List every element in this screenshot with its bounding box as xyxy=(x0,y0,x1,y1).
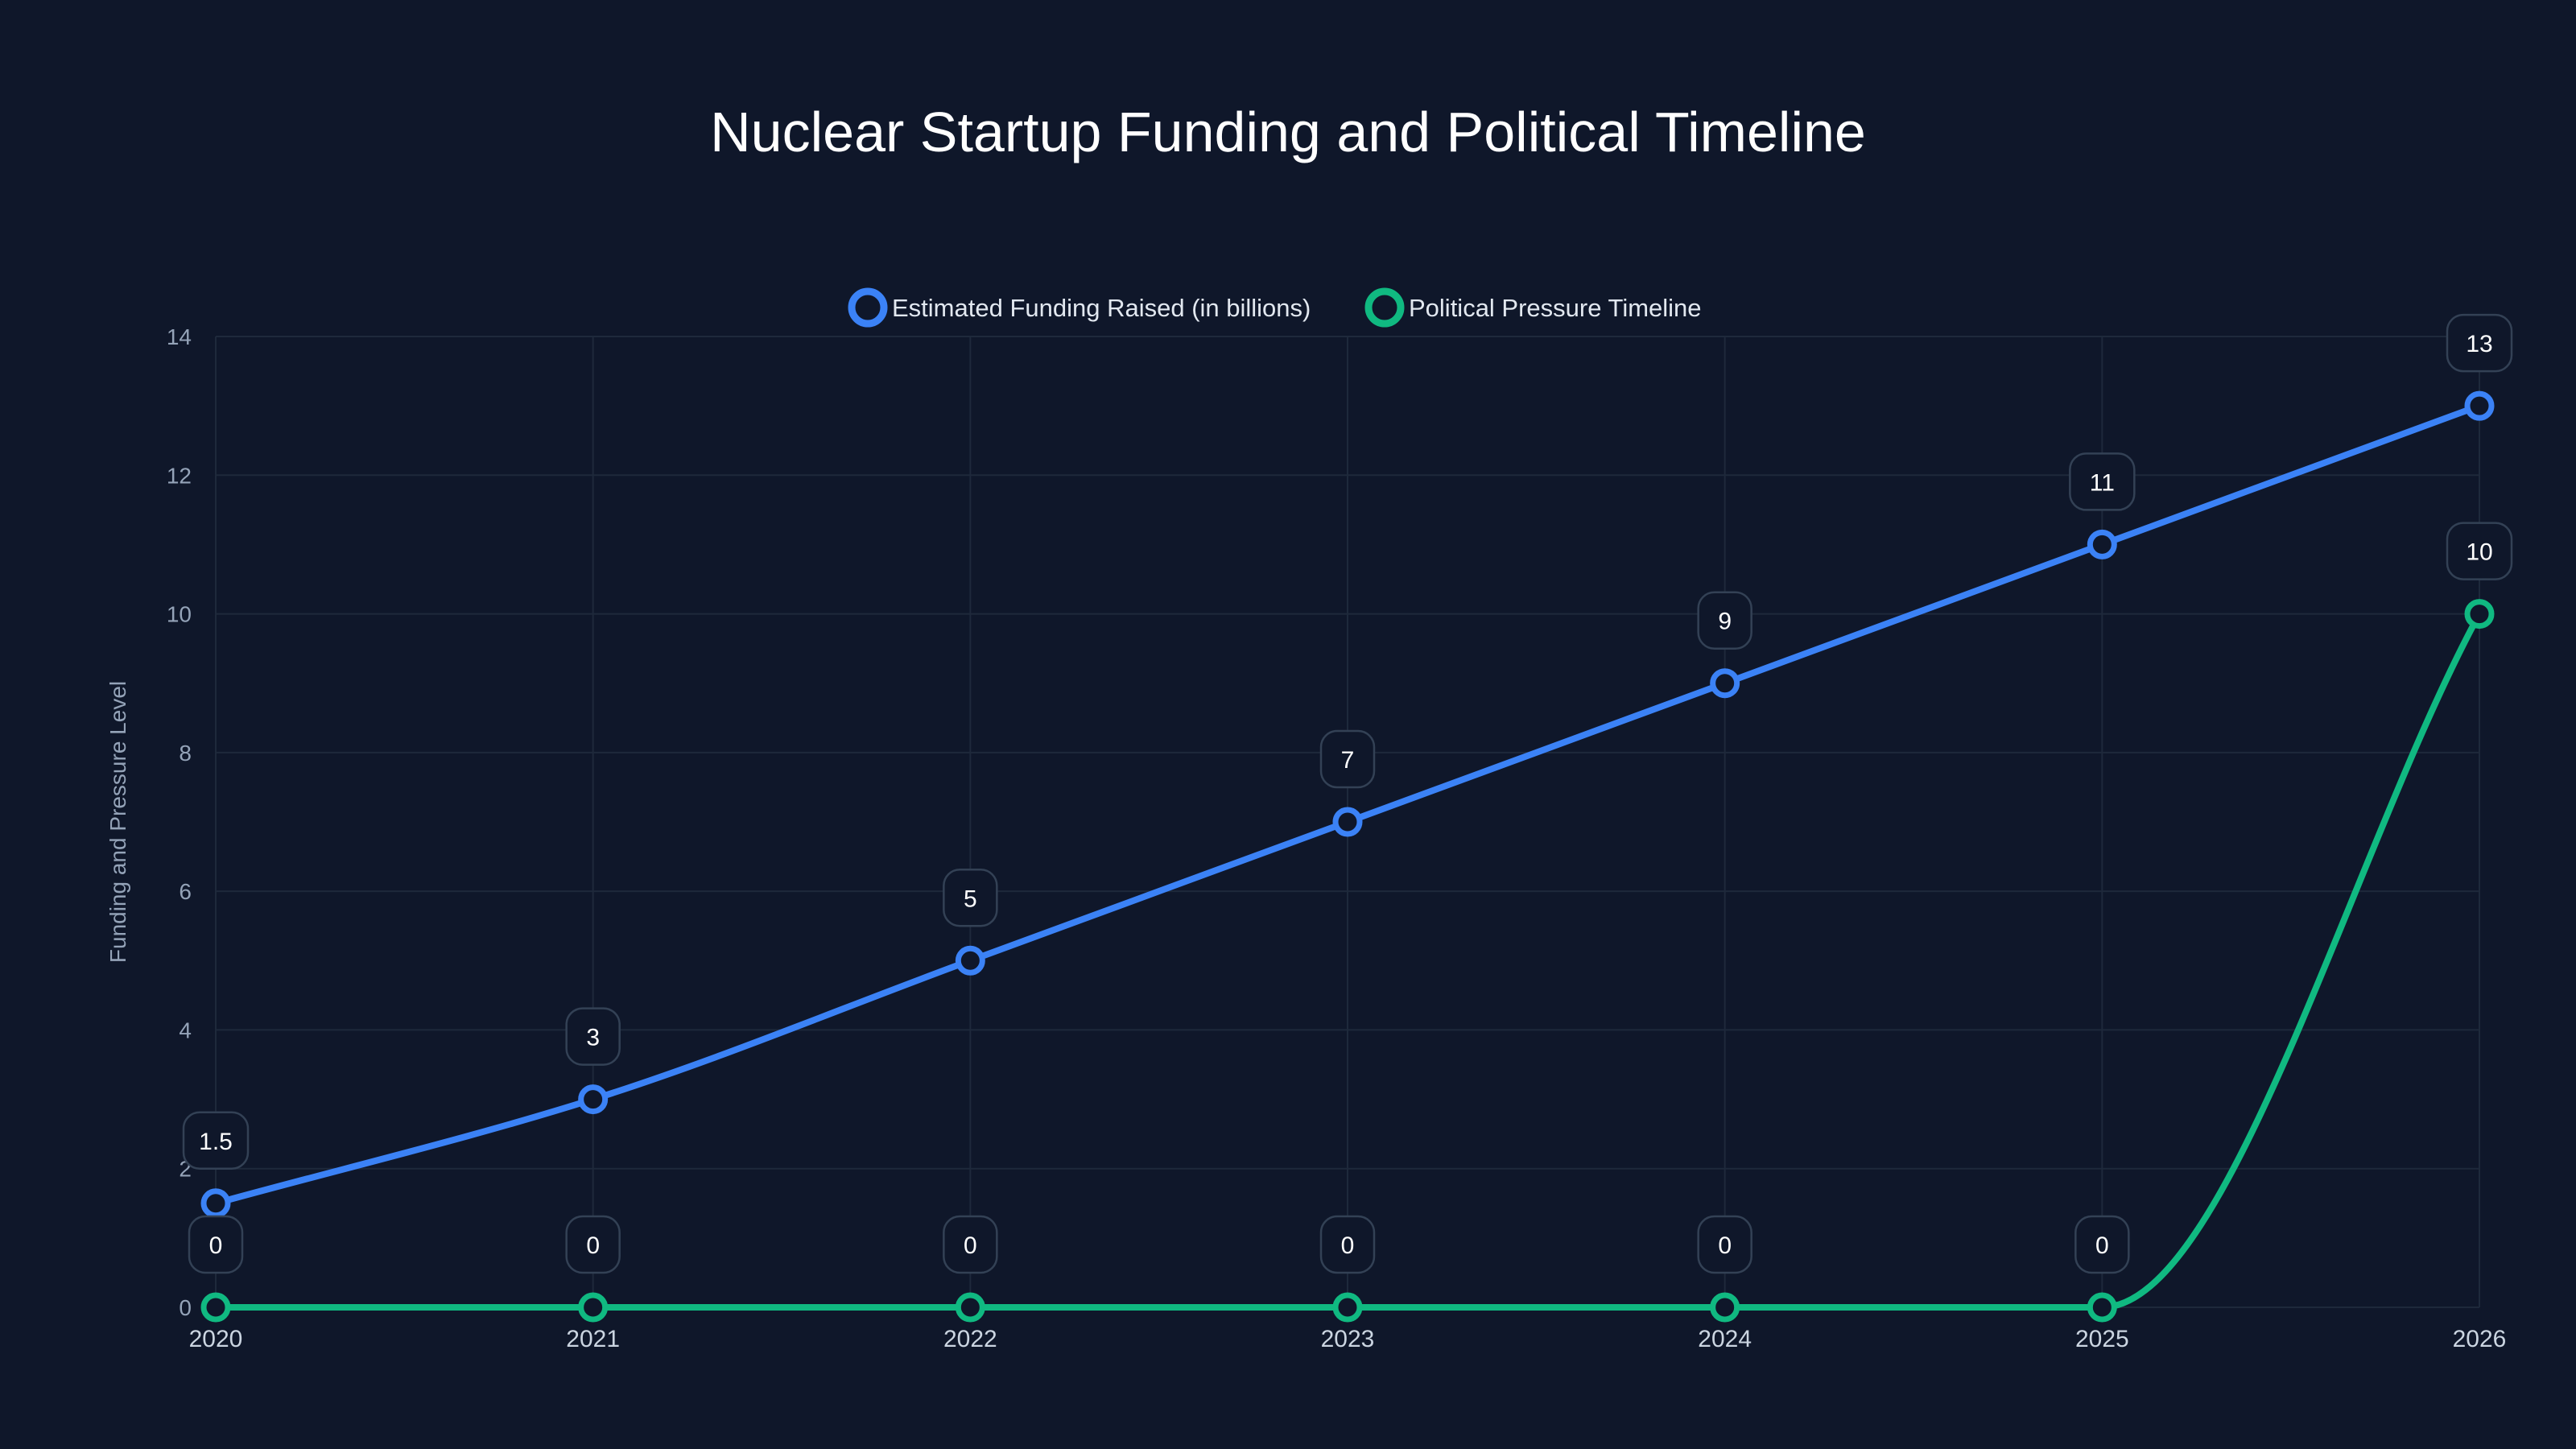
legend-label-funding: Estimated Funding Raised (in billions) xyxy=(892,294,1311,322)
legend-marker-icon xyxy=(848,287,888,328)
series-lines xyxy=(200,390,2495,1323)
data-label-value: 3 xyxy=(586,1025,600,1051)
y-tick-label: 12 xyxy=(167,463,192,488)
legend-label-pressure: Political Pressure Timeline xyxy=(1409,294,1702,322)
x-axis-ticks: 2020 2021 2022 2023 2024 2025 2026 xyxy=(189,1326,2507,1352)
data-label-box xyxy=(1697,591,1752,650)
data-label-box xyxy=(2069,452,2136,511)
x-tick-label: 2026 xyxy=(2453,1326,2507,1352)
data-label-box xyxy=(565,1215,621,1274)
data-label-value: 13 xyxy=(2466,331,2492,357)
legend-marker-icon xyxy=(1364,287,1405,328)
data-point-marker[interactable] xyxy=(955,945,985,976)
data-point-marker[interactable] xyxy=(1332,807,1363,837)
data-label: 0 xyxy=(1697,1215,1752,1274)
data-label-value: 0 xyxy=(586,1232,600,1259)
data-point-marker[interactable] xyxy=(578,1084,609,1115)
y-tick-label: 6 xyxy=(179,879,192,904)
data-label: 0 xyxy=(1319,1215,1376,1274)
data-label-value: 5 xyxy=(964,886,977,912)
y-tick-label: 0 xyxy=(179,1295,192,1320)
series-funding xyxy=(200,390,2495,1219)
data-label: 7 xyxy=(1319,729,1376,789)
data-label: 11 xyxy=(2069,452,2136,511)
data-label-value: 0 xyxy=(2095,1232,2109,1259)
data-label-value: 0 xyxy=(209,1232,223,1259)
data-point-marker[interactable] xyxy=(955,1292,985,1323)
chart-title: Nuclear Startup Funding and Political Ti… xyxy=(710,101,1866,163)
legend-item-funding[interactable]: Estimated Funding Raised (in billions) xyxy=(848,287,1311,328)
data-label-box xyxy=(2446,522,2513,580)
data-label: 10 xyxy=(2446,522,2513,580)
data-point-marker[interactable] xyxy=(578,1292,609,1323)
data-point-marker[interactable] xyxy=(200,1188,231,1219)
y-tick-label: 8 xyxy=(179,741,192,766)
x-tick-label: 2020 xyxy=(189,1326,243,1352)
data-label-value: 0 xyxy=(1718,1232,1732,1259)
x-tick-label: 2022 xyxy=(943,1326,997,1352)
data-label-value: 1.5 xyxy=(199,1129,233,1155)
data-label-box xyxy=(565,1007,621,1066)
data-point-marker[interactable] xyxy=(1710,1292,1740,1323)
legend: Estimated Funding Raised (in billions) P… xyxy=(848,287,1702,328)
data-label-value: 0 xyxy=(1341,1232,1355,1259)
data-label-box xyxy=(182,1111,250,1170)
data-labels: 0 0 0 0 0 0 10 1.5 3 5 7 9 11 13 xyxy=(182,313,2513,1274)
data-label: 3 xyxy=(565,1007,621,1066)
y-tick-label: 10 xyxy=(167,602,192,627)
data-point-marker[interactable] xyxy=(200,1292,231,1323)
y-axis-label: Funding and Pressure Level xyxy=(105,681,130,963)
data-point-marker[interactable] xyxy=(2087,1292,2117,1323)
x-tick-label: 2023 xyxy=(1321,1326,1375,1352)
data-label: 9 xyxy=(1697,591,1752,650)
series-pressure xyxy=(200,599,2495,1323)
data-point-marker[interactable] xyxy=(2464,390,2495,421)
data-label: 13 xyxy=(2446,313,2513,373)
data-label-box xyxy=(943,869,998,927)
data-label: 0 xyxy=(565,1215,621,1274)
legend-item-pressure[interactable]: Political Pressure Timeline xyxy=(1364,287,1702,328)
data-label-box xyxy=(1319,729,1376,789)
y-tick-label: 4 xyxy=(179,1018,192,1042)
data-label-value: 0 xyxy=(964,1232,977,1259)
data-label-box xyxy=(2446,313,2513,373)
data-label: 1.5 xyxy=(182,1111,250,1170)
x-tick-label: 2021 xyxy=(566,1326,620,1352)
data-label-box xyxy=(1319,1215,1376,1274)
data-label: 0 xyxy=(188,1215,244,1274)
data-label-value: 7 xyxy=(1341,747,1355,774)
data-label-value: 10 xyxy=(2466,539,2492,566)
data-label-box xyxy=(2074,1215,2130,1274)
x-tick-label: 2024 xyxy=(1698,1326,1752,1352)
data-point-marker[interactable] xyxy=(2087,529,2117,559)
data-label: 5 xyxy=(943,869,998,927)
data-label: 0 xyxy=(2074,1215,2130,1274)
data-label-value: 11 xyxy=(2090,469,2115,496)
data-point-marker[interactable] xyxy=(1332,1292,1363,1323)
data-label-box xyxy=(943,1215,998,1274)
data-label-value: 9 xyxy=(1718,609,1732,635)
data-label-box xyxy=(1697,1215,1752,1274)
x-tick-label: 2025 xyxy=(2075,1326,2129,1352)
data-point-marker[interactable] xyxy=(1710,668,1740,699)
y-tick-label: 14 xyxy=(167,324,192,349)
data-label: 0 xyxy=(943,1215,998,1274)
data-label-box xyxy=(188,1215,244,1274)
data-point-marker[interactable] xyxy=(2464,599,2495,630)
